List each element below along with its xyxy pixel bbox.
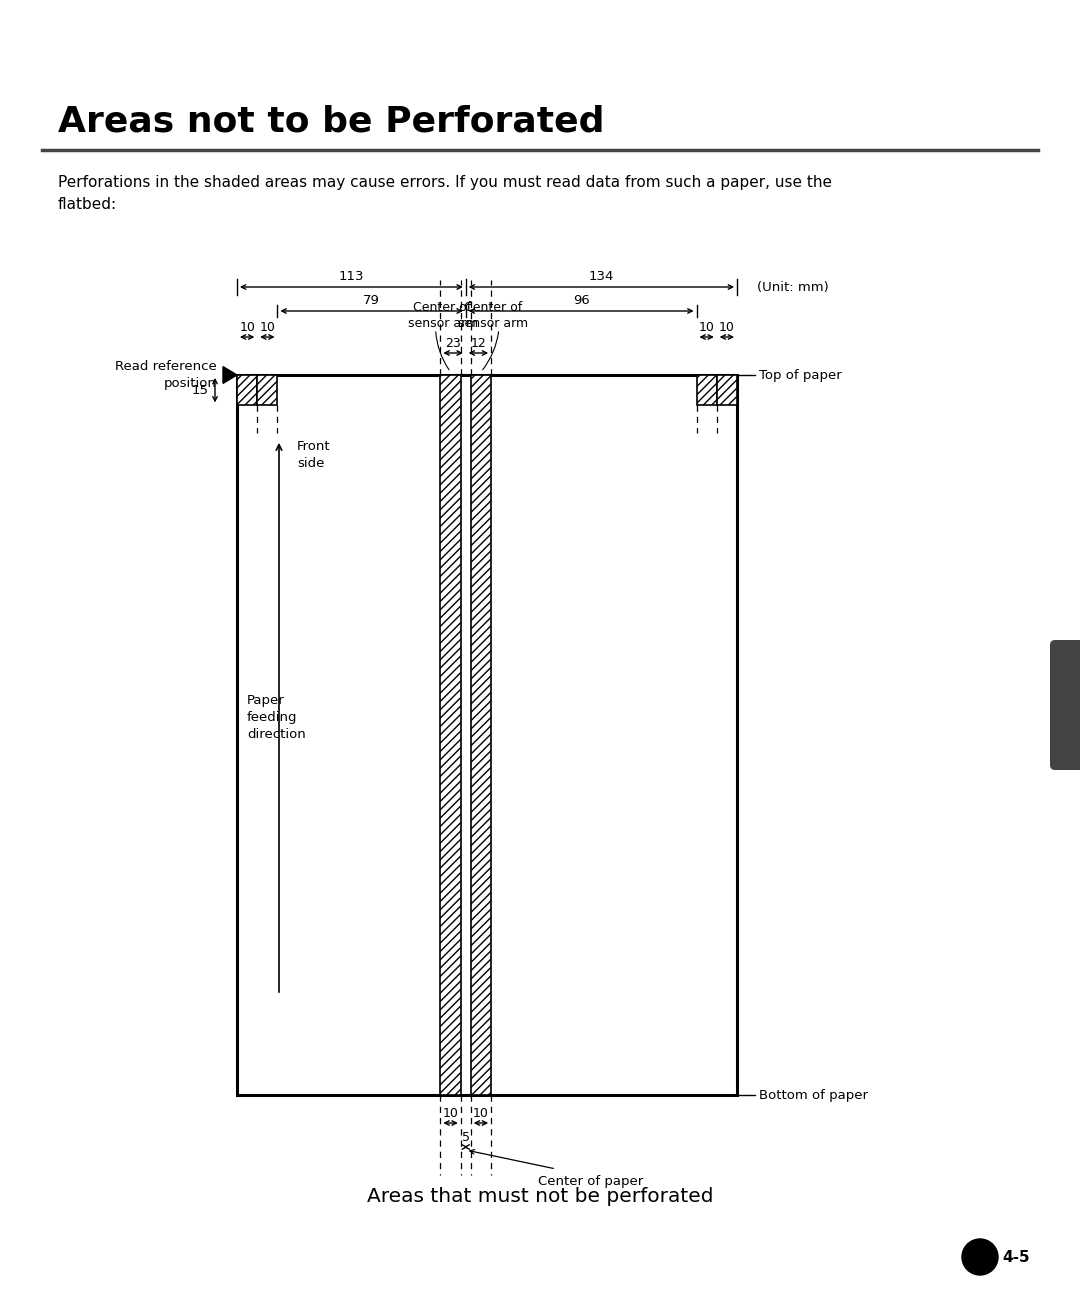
Text: 15: 15	[192, 383, 210, 396]
Text: 96: 96	[572, 294, 590, 307]
FancyBboxPatch shape	[1050, 640, 1080, 771]
Text: Perforations in the shaded areas may cause errors. If you must read data from su: Perforations in the shaded areas may cau…	[58, 175, 832, 212]
Text: 10: 10	[719, 321, 734, 334]
Text: Front
side: Front side	[297, 440, 330, 470]
Bar	[257, 376, 278, 405]
Circle shape	[962, 1239, 998, 1276]
Bar	[471, 376, 491, 1096]
Text: 10: 10	[443, 1107, 459, 1120]
Text: 113: 113	[339, 269, 364, 284]
Text: 4-5: 4-5	[1002, 1250, 1029, 1264]
Text: 5: 5	[462, 1131, 470, 1143]
Bar	[717, 376, 737, 405]
Text: 10: 10	[699, 321, 715, 334]
Text: Center of
sensor arm: Center of sensor arm	[458, 300, 528, 330]
Text: Center of paper: Center of paper	[539, 1175, 644, 1188]
Text: 10: 10	[473, 1107, 489, 1120]
Text: Paper
feeding
direction: Paper feeding direction	[247, 694, 306, 741]
Text: Center of
sensor arm: Center of sensor arm	[407, 300, 477, 330]
Bar	[697, 376, 717, 405]
Text: Areas not to be Perforated: Areas not to be Perforated	[58, 105, 605, 139]
Text: Bottom of paper: Bottom of paper	[759, 1089, 868, 1102]
Text: 10: 10	[239, 321, 255, 334]
Text: Top of paper: Top of paper	[759, 369, 841, 382]
Text: Read reference
position: Read reference position	[116, 360, 217, 390]
Text: (Unit: mm): (Unit: mm)	[757, 281, 828, 294]
Bar	[237, 376, 257, 405]
Polygon shape	[222, 366, 237, 383]
Text: 10: 10	[259, 321, 275, 334]
Text: 134: 134	[589, 269, 615, 284]
Text: Areas that must not be perforated: Areas that must not be perforated	[367, 1188, 713, 1206]
Bar	[441, 376, 461, 1096]
Text: 79: 79	[363, 294, 380, 307]
Text: 12: 12	[471, 337, 486, 350]
Bar	[237, 376, 737, 1096]
Text: 23: 23	[445, 337, 461, 350]
